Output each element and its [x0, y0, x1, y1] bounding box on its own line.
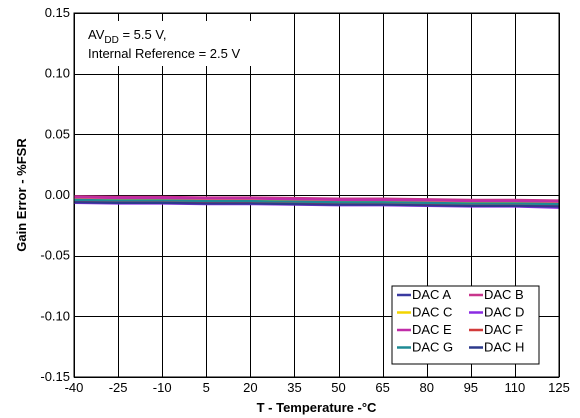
- x-tick-labels: -40 -25 -10 5 20 35 50 65 80 95 110 125: [65, 380, 570, 395]
- y-tick-label: 0.05: [45, 126, 70, 141]
- legend-label-dac-h: DAC H: [484, 340, 524, 355]
- x-tick-label: 125: [548, 380, 570, 395]
- annotation-background: [80, 21, 276, 66]
- x-tick-label: -10: [153, 380, 172, 395]
- series-line-dac-c: [73, 197, 560, 204]
- x-tick-label: 80: [419, 380, 433, 395]
- x-axis-title: T - Temperature -°C: [257, 400, 377, 415]
- y-tick-label: 0.00: [45, 187, 70, 202]
- annotation-line-1: AVDD = 5.5 V,: [88, 27, 166, 46]
- y-tick-label: -0.05: [40, 248, 70, 263]
- y-axis-title: Gain Error - %FSR: [14, 138, 29, 252]
- legend-label-dac-d: DAC D: [484, 305, 524, 320]
- legend-label-dac-g: DAC G: [412, 340, 453, 355]
- series-line-dac-h: [73, 201, 560, 208]
- annotation-line-2: Internal Reference = 2.5 V: [88, 46, 240, 61]
- x-tick-label: -25: [109, 380, 128, 395]
- series-line-dac-e: [73, 196, 560, 203]
- x-tick-label: 50: [331, 380, 345, 395]
- x-tick-label: -40: [65, 380, 84, 395]
- x-tick-label: 65: [375, 380, 389, 395]
- legend-items: DAC A DAC B DAC C DAC D DAC E DAC F DAC G DAC H: [397, 287, 524, 355]
- y-tick-label: -0.10: [40, 308, 70, 323]
- legend-label-dac-c: DAC C: [412, 305, 452, 320]
- legend-label-dac-a: DAC A: [412, 287, 451, 302]
- legend-box: [391, 285, 540, 365]
- annotation-subscript: DD: [104, 35, 118, 46]
- x-tick-label: 5: [203, 380, 210, 395]
- series-lines: [73, 195, 560, 209]
- y-tick-labels: 0.15 0.10 0.05 0.00 -0.05 -0.10 -0.15: [40, 5, 70, 384]
- x-tick-label: 110: [505, 380, 526, 395]
- legend-label-dac-b: DAC B: [484, 287, 524, 302]
- y-tick-label: -0.15: [40, 369, 70, 384]
- x-tick-label: 20: [243, 380, 257, 395]
- x-tick-label: 35: [287, 380, 301, 395]
- plot-frame: [73, 12, 560, 378]
- legend-label-dac-e: DAC E: [412, 322, 452, 337]
- legend: DAC A DAC B DAC C DAC D DAC E DAC F DAC G DAC H: [391, 285, 540, 365]
- y-tick-label: 0.15: [45, 5, 70, 20]
- series-line-dac-b: [73, 195, 560, 202]
- x-tick-label: 95: [464, 380, 478, 395]
- y-tick-label: 0.10: [45, 66, 70, 81]
- condition-annotation: AVDD = 5.5 V, Internal Reference = 2.5 V: [80, 21, 276, 66]
- annotation-supply-value: = 5.5 V,: [119, 27, 167, 42]
- legend-label-dac-f: DAC F: [484, 322, 523, 337]
- annotation-av: AV: [88, 27, 105, 42]
- series-line-dac-g: [73, 198, 560, 206]
